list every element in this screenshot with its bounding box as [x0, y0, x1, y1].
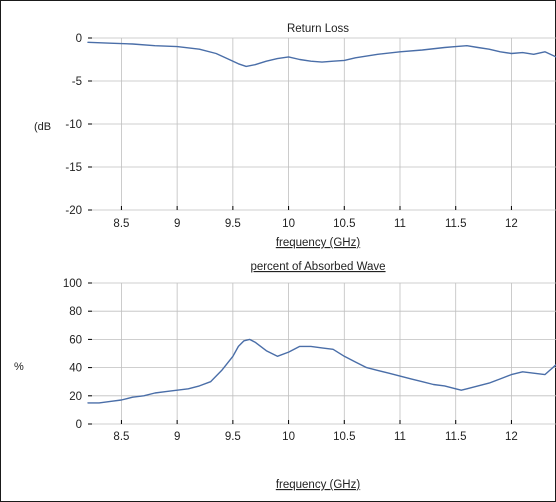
return-loss-x-tick-label: 8.5 [113, 218, 129, 230]
return-loss-chart: 8.5 9 9.5 10 10.5 11 11.5 12 0 -5 -10 -15 -20 Return… [34, 23, 556, 249]
return-loss-y-tick-label: -5 [72, 76, 82, 88]
absorbed-wave-x-tick-label: 12 [505, 431, 518, 443]
return-loss-x-tick-label: 9 [174, 218, 180, 230]
return-loss-x-tick-label: 12 [505, 218, 518, 230]
absorbed-wave-x-tick-label: 9.5 [225, 431, 241, 443]
absorbed-wave-x-axis-label: frequency (GHz) [276, 479, 361, 491]
return-loss-grid [88, 37, 556, 211]
absorbed-wave-y-tick-label: 60 [69, 334, 82, 346]
absorbed-wave-x-tick-label: 11 [394, 431, 406, 443]
absorbed-wave-x-tick-label: 11.5 [445, 431, 467, 443]
absorbed-wave-grid [88, 282, 556, 425]
return-loss-y-axis-label: (dB [34, 121, 51, 133]
return-loss-x-tick-label: 9.5 [225, 218, 241, 230]
return-loss-y-tick-label: -15 [65, 162, 82, 174]
return-loss-title: Return Loss [287, 23, 349, 35]
return-loss-x-tick-label: 10.5 [333, 218, 355, 230]
return-loss-y-tick-label: -10 [65, 119, 82, 131]
absorbed-wave-y-tick-label: 40 [69, 363, 82, 375]
absorbed-wave-y-tick-label: 100 [63, 278, 82, 290]
return-loss-x-tick-label: 10 [282, 218, 295, 230]
absorbed-wave-x-tick-label: 10.5 [333, 431, 355, 443]
absorbed-wave-y-tick-label: 20 [69, 391, 82, 403]
absorbed-wave-y-tick-label: 80 [69, 306, 82, 318]
return-loss-x-tick-label: 11.5 [445, 218, 467, 230]
absorbed-wave-x-tick-label: 9 [174, 431, 180, 443]
return-loss-y-tick-label: -20 [65, 205, 82, 217]
absorbed-wave-chart: 8.5 9 9.5 10 10.5 11 11.5 12 100 80 60 40 20 0 percen… [14, 261, 556, 491]
return-loss-x-axis-label: frequency (GHz) [276, 237, 361, 249]
absorbed-wave-y-axis-label: % [14, 361, 24, 373]
return-loss-series-line [87, 41, 556, 68]
absorbed-wave-ticks: 8.5 9 9.5 10 10.5 11 11.5 12 100 80 60 40 20 0 [63, 278, 518, 443]
absorbed-wave-title: percent of Absorbed Wave [250, 261, 385, 273]
absorbed-wave-x-tick-label: 10 [282, 431, 295, 443]
return-loss-x-tick-label: 11 [394, 218, 406, 230]
return-loss-ticks: 8.5 9 9.5 10 10.5 11 11.5 12 0 -5 -10 -15 -20 [65, 33, 517, 230]
absorbed-wave-series-line [87, 338, 556, 404]
absorbed-wave-y-tick-label: 0 [76, 419, 82, 431]
return-loss-y-tick-label: 0 [76, 33, 82, 45]
absorbed-wave-x-tick-label: 8.5 [113, 431, 129, 443]
